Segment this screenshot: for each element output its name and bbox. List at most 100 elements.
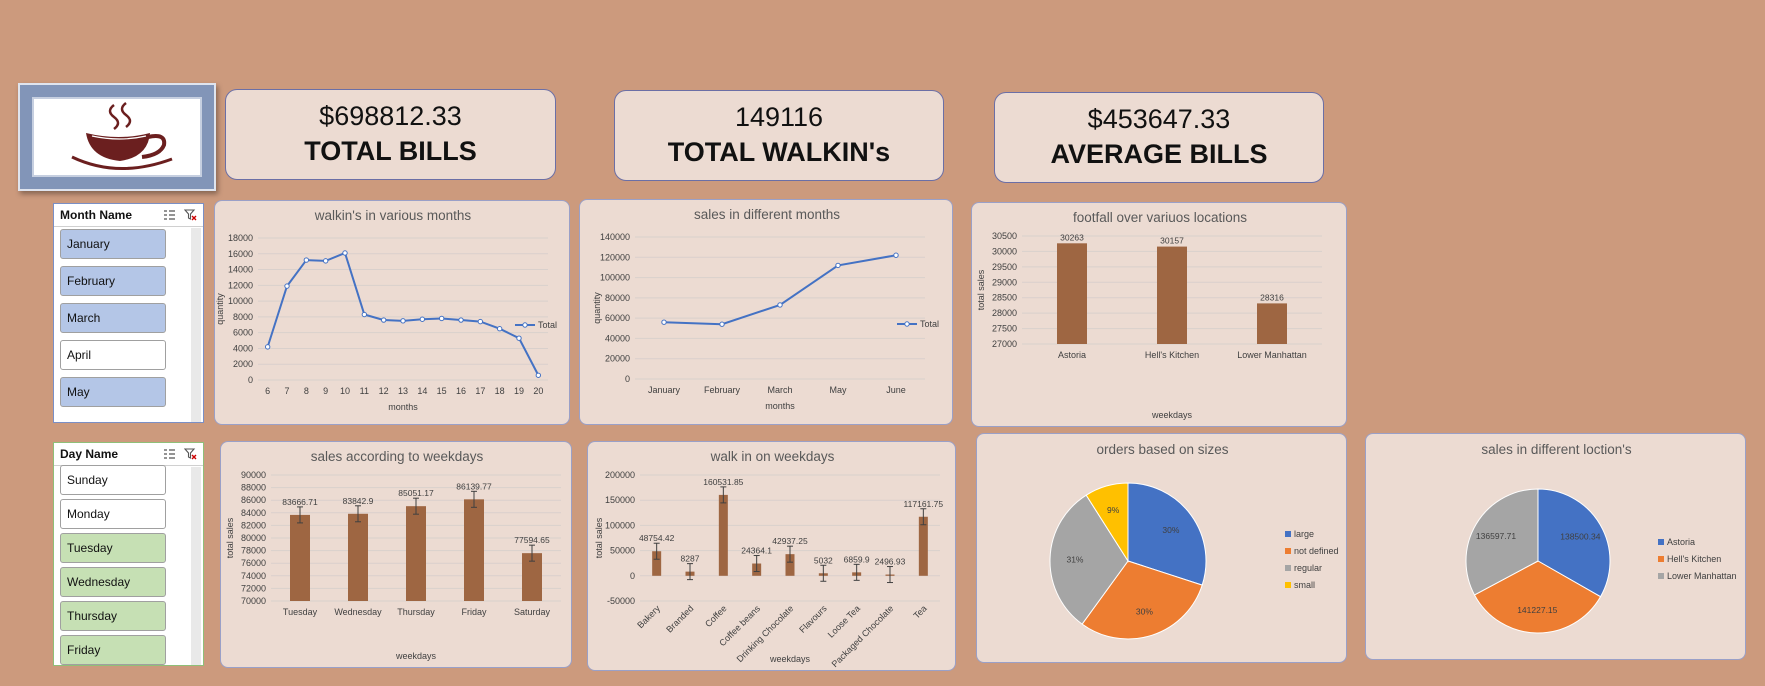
y-tick-label: 60000 xyxy=(605,313,630,323)
data-point xyxy=(477,318,484,325)
sales-weekdays-chart: sales according to weekdays 70000 72000 740… xyxy=(220,441,572,668)
y-tick-label: 76000 xyxy=(241,558,266,568)
x-tick-label: 11 xyxy=(360,386,369,396)
x-tick-label: Saturday xyxy=(514,607,551,617)
y-tick-label: 12000 xyxy=(228,280,253,290)
day-slicer[interactable]: Day Name Sunday Monday Tuesday Wednesday Thu… xyxy=(53,442,204,666)
logo xyxy=(18,83,216,191)
pie-slice xyxy=(1537,488,1611,598)
day-slicer-item-wednesday[interactable]: Wednesday xyxy=(60,567,166,597)
legend-label: Astoria xyxy=(1667,537,1695,547)
x-tick-label: Bakery xyxy=(635,603,662,630)
x-tick-label: 18 xyxy=(495,386,505,396)
day-slicer-item-tuesday[interactable]: Tuesday xyxy=(60,533,166,563)
month-slicer-item-april[interactable]: April xyxy=(60,340,166,370)
x-tick-label: Coffee xyxy=(703,603,729,629)
total-bills-value: $698812.33 xyxy=(319,100,462,131)
average-bills-card: $453647.33 AVERAGE BILLS xyxy=(994,92,1324,183)
data-point xyxy=(661,319,667,325)
month-slicer-item-march[interactable]: March xyxy=(60,303,166,333)
x-tick-label: March xyxy=(767,385,792,395)
data-label: 138500.34 xyxy=(1560,531,1600,541)
y-tick-label: 10000 xyxy=(228,296,253,306)
data-label: 30% xyxy=(1162,525,1179,535)
data-point xyxy=(893,252,899,258)
month-slicer[interactable]: Month Name January February March April May xyxy=(53,203,204,423)
data-point xyxy=(777,302,783,308)
total-bills-label: TOTAL BILLS xyxy=(304,135,477,166)
data-label: 24364.1 xyxy=(741,546,772,556)
day-slicer-scrollbar[interactable] xyxy=(191,467,201,665)
data-point xyxy=(419,316,426,322)
chart-title: orders based on sizes xyxy=(1096,442,1228,457)
x-tick-label: 13 xyxy=(398,386,408,396)
y-tick-label: 70000 xyxy=(241,596,266,606)
bar xyxy=(1257,303,1287,344)
chart-title: sales in different loction's xyxy=(1481,442,1631,457)
day-slicer-item-sunday[interactable]: Sunday xyxy=(60,465,166,495)
y-tick-label: 27000 xyxy=(992,339,1017,349)
legend-swatch xyxy=(1658,573,1664,579)
y-tick-label: 14000 xyxy=(228,265,253,275)
pie-slice xyxy=(1473,560,1602,634)
y-tick-label: 84000 xyxy=(241,508,266,518)
legend-label: Total xyxy=(920,319,939,329)
y-tick-label: 27500 xyxy=(992,324,1017,334)
data-label: 9% xyxy=(1107,505,1120,515)
x-tick-label: May xyxy=(829,385,847,395)
legend-swatch xyxy=(1285,565,1291,571)
data-point xyxy=(284,283,290,289)
data-label: 8287 xyxy=(681,554,700,564)
day-slicer-item-thursday[interactable]: Thursday xyxy=(60,601,166,631)
chart-title: footfall over variuos locations xyxy=(1073,210,1247,225)
multi-select-icon[interactable] xyxy=(163,448,176,460)
month-slicer-item-january[interactable]: January xyxy=(60,229,166,259)
x-tick-label: Tea xyxy=(911,603,928,620)
month-slicer-scrollbar[interactable] xyxy=(191,228,201,422)
y-tick-label: -50000 xyxy=(607,596,635,606)
clear-filter-icon[interactable] xyxy=(184,448,197,460)
y-tick-label: 20000 xyxy=(605,354,630,364)
data-point xyxy=(458,317,464,323)
day-slicer-item-friday[interactable]: Friday xyxy=(60,635,166,665)
data-label: 141227.15 xyxy=(1517,605,1557,615)
walkin-weekdays-svg: walk in on weekdays -50000 0 50000 100000 150… xyxy=(594,449,943,669)
x-tick-label: 17 xyxy=(475,386,485,396)
y-tick-label: 140000 xyxy=(600,232,630,242)
data-point xyxy=(835,262,841,269)
walkin-weekdays-chart: walk in on weekdays -50000 0 50000 100000 150… xyxy=(587,441,956,671)
data-point xyxy=(303,257,310,263)
y-tick-label: 40000 xyxy=(605,333,630,343)
total-walkins-value: 149116 xyxy=(734,101,824,132)
month-slicer-item-february[interactable]: February xyxy=(60,266,166,296)
bar xyxy=(348,513,368,601)
pie-slice xyxy=(1127,482,1207,586)
sales-weekdays-svg: sales according to weekdays 70000 72000 740… xyxy=(225,449,561,661)
x-tick-label: Flavours xyxy=(797,603,829,635)
x-tick-label: 14 xyxy=(417,386,427,396)
y-axis-label: total sales xyxy=(594,517,604,558)
walkins-months-svg: walkin's in various months 0 2000 4000 6000 8… xyxy=(215,208,557,412)
y-tick-label: 150000 xyxy=(605,495,635,505)
x-tick-label: Lower Manhattan xyxy=(1237,350,1307,360)
x-tick-label: Branded xyxy=(664,603,695,634)
multi-select-icon[interactable] xyxy=(163,209,176,221)
data-point xyxy=(719,321,725,327)
bar xyxy=(522,553,542,601)
data-point xyxy=(342,250,348,256)
x-tick-label: 16 xyxy=(456,386,466,396)
y-tick-label: 4000 xyxy=(233,343,253,353)
month-slicer-item-may[interactable]: May xyxy=(60,377,166,407)
day-slicer-item-monday[interactable]: Monday xyxy=(60,499,166,529)
legend-swatch xyxy=(1658,556,1664,562)
y-tick-label: 0 xyxy=(625,374,630,384)
x-axis-label: weekdays xyxy=(1151,410,1193,420)
x-tick-label: Hell's Kitchen xyxy=(1145,350,1199,360)
y-tick-label: 0 xyxy=(248,375,253,385)
bar xyxy=(785,554,795,576)
pie-slice xyxy=(1049,494,1129,625)
legend-label: large xyxy=(1294,529,1314,539)
clear-filter-icon[interactable] xyxy=(184,209,197,221)
data-label: 136597.71 xyxy=(1476,531,1516,541)
x-tick-label: 10 xyxy=(340,386,350,396)
